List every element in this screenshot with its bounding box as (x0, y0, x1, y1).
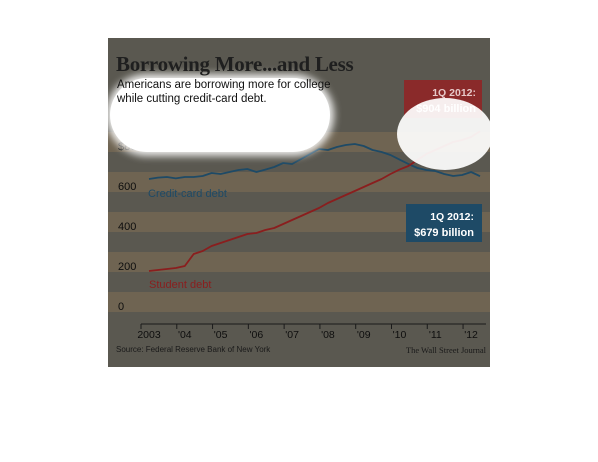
y-tick-label: 200 (118, 261, 136, 273)
x-tick-label: '06 (250, 329, 264, 341)
credit-callout-box (406, 204, 482, 242)
chart-band-1 (108, 252, 490, 272)
chart-band-3 (108, 172, 490, 192)
credit-card-debt-label: Credit-card debt (148, 188, 227, 200)
x-tick-label: '08 (321, 329, 335, 341)
x-tick-label: '11 (429, 329, 442, 341)
callouts: 1Q 2012: $904 billion 1Q 2012: $679 billion (397, 80, 490, 242)
credit-callout-date: 1Q 2012: (430, 211, 474, 223)
student-callout-date: 1Q 2012: (432, 87, 476, 99)
student-debt-label: Student debt (149, 279, 211, 291)
publisher-credit: The Wall Street Journal (405, 345, 486, 355)
y-tick-label: 400 (118, 221, 136, 233)
series-labels: Credit-card debt Student debt (148, 188, 227, 291)
student-callout-highlight (397, 98, 490, 170)
chart-band-2 (108, 212, 490, 232)
x-tick-label: '10 (393, 329, 407, 341)
x-tick-label: '04 (178, 329, 192, 341)
y-tick-label: 0 (118, 301, 124, 313)
x-tick-label: '09 (357, 329, 371, 341)
y-tick-label: 600 (118, 181, 136, 193)
x-axis: 2003 '04 '05 '06 '07 '08 '09 '10 '11 '12 (137, 323, 486, 341)
credit-card-debt-line (148, 143, 481, 180)
x-tick-label: '05 (214, 329, 228, 341)
x-tick-label: '12 (464, 329, 478, 341)
source-note: Source: Federal Reserve Bank of New York (116, 345, 271, 354)
student-callout-value: $904 billion (416, 103, 476, 115)
credit-callout-value: $679 billion (414, 227, 474, 239)
subtitle-highlight (110, 78, 330, 152)
x-tick-label: '07 (285, 329, 299, 341)
chart-title: Borrowing More...and Less (116, 52, 354, 76)
chart-band-0 (108, 292, 490, 312)
x-tick-label: 2003 (137, 329, 161, 341)
chart-subtitle: Americans are borrowing more for college… (117, 79, 331, 105)
